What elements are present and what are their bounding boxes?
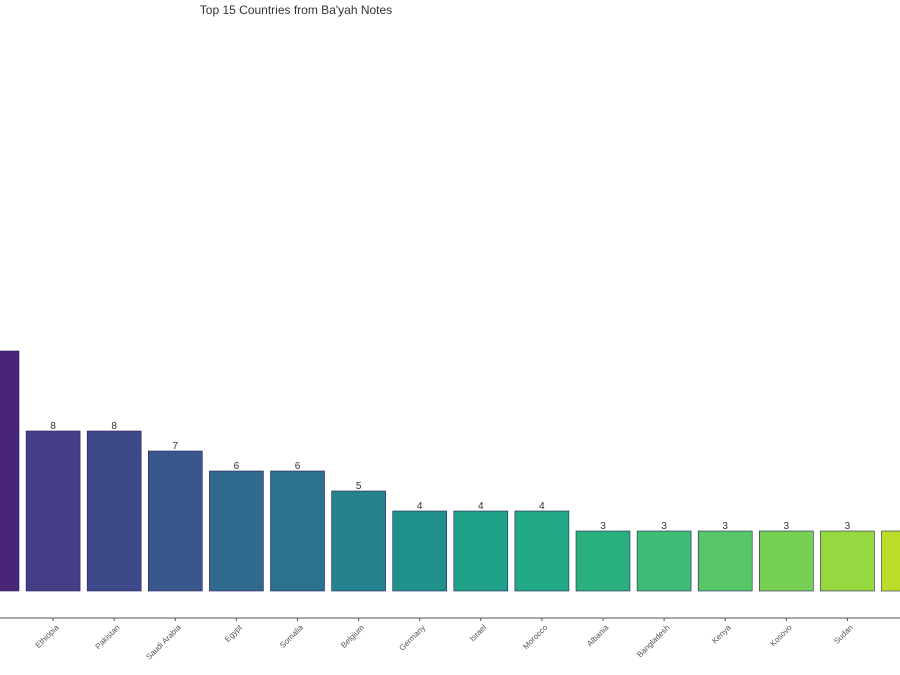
- data-label-2: 8: [111, 421, 117, 432]
- bar-4: [209, 470, 264, 592]
- bars-layer: [0, 350, 900, 592]
- x-tick-label-1: Ethiopia: [34, 623, 61, 650]
- x-tick-label-9: Morocco: [521, 623, 549, 651]
- x-tick-label-2: Pakistan: [94, 623, 122, 651]
- bar-12: [697, 530, 753, 592]
- data-label-11: 3: [661, 521, 667, 532]
- data-label-12: 3: [722, 521, 728, 532]
- data-label-3: 7: [173, 441, 179, 452]
- chart-title: Top 15 Countries from Ba'yah Notes: [199, 3, 393, 17]
- bar-15: [881, 530, 900, 592]
- bar-9: [514, 510, 570, 592]
- bar-14: [820, 530, 875, 592]
- x-tick-label-10: Albania: [585, 623, 611, 649]
- x-tick-label-8: Israel: [468, 623, 488, 643]
- data-label-10: 3: [600, 521, 606, 532]
- bar-8: [453, 510, 509, 592]
- x-tick-label-6: Belgium: [339, 623, 366, 650]
- bar-13: [758, 530, 814, 592]
- x-tick-labels-layer: Ethiopia Pakistan Saudi Arabia Egypt Somalia…: [34, 618, 855, 662]
- bar-10: [575, 530, 631, 592]
- data-label-6: 5: [356, 481, 362, 492]
- x-tick-label-7: Germany: [397, 623, 427, 653]
- data-label-1: 8: [50, 421, 56, 432]
- bar-7: [392, 510, 448, 592]
- data-label-4: 6: [234, 461, 240, 472]
- data-label-9: 4: [539, 501, 545, 512]
- x-tick-label-4: Egypt: [223, 623, 244, 644]
- data-labels-layer: 8 8 7 6 6 5 4 4 4 3 3 3 3 3: [50, 421, 850, 532]
- x-tick-label-14: Sudan: [832, 623, 855, 646]
- bar-11: [636, 530, 692, 592]
- data-label-14: 3: [845, 521, 851, 532]
- bar-5: [270, 470, 325, 592]
- bar-2: [86, 430, 142, 592]
- x-tick-label-12: Kenya: [710, 623, 733, 646]
- x-tick-label-11: Bangladesh: [635, 623, 671, 659]
- bar-0: [0, 350, 20, 592]
- data-label-13: 3: [784, 521, 790, 532]
- bar-6: [331, 490, 386, 592]
- bar-3: [148, 450, 203, 592]
- x-tick-label-3: Saudi Arabia: [144, 623, 183, 662]
- data-label-8: 4: [478, 501, 484, 512]
- data-label-7: 4: [417, 501, 423, 512]
- x-tick-label-13: Kosovo: [768, 623, 794, 649]
- bar-1: [25, 430, 81, 592]
- x-tick-label-5: Somalia: [278, 623, 305, 650]
- data-label-5: 6: [295, 461, 301, 472]
